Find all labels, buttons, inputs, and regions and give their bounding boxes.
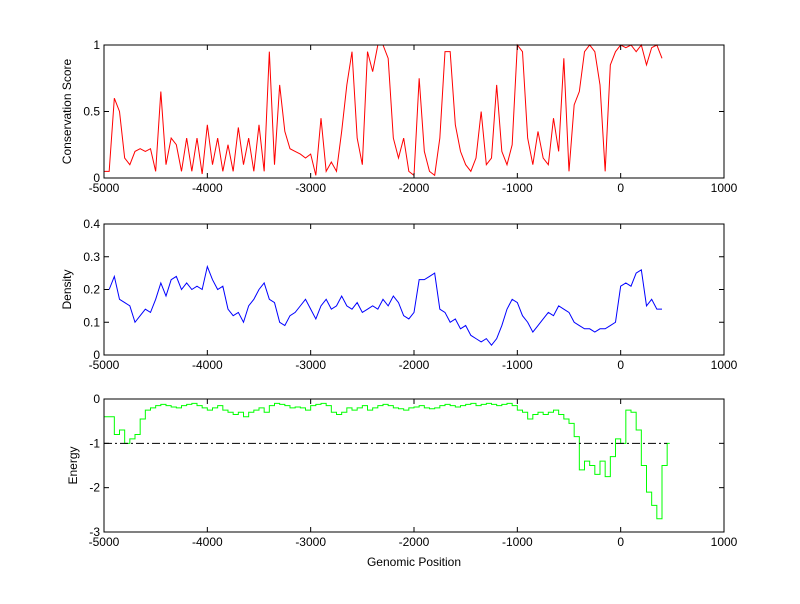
data-series-line	[108, 264, 662, 346]
x-tick-label: -4000	[192, 358, 223, 372]
plot-area	[104, 45, 724, 178]
x-tick-label: -3000	[295, 181, 326, 195]
y-tick-label: -1	[89, 436, 100, 450]
y-tick-label: 0.1	[83, 315, 100, 329]
y-tick-label: -2	[89, 481, 100, 495]
y-tick-label: 0.4	[83, 217, 100, 231]
x-tick-label: -2000	[399, 181, 430, 195]
x-tick-label: -3000	[295, 535, 326, 549]
x-tick-label: -5000	[89, 358, 120, 372]
x-tick-label: 1000	[711, 535, 738, 549]
y-tick-label: 0	[93, 348, 100, 362]
y-tick-label: 0	[93, 171, 100, 185]
energy-axes: -5000 -4000 -3000 -2000 -1000 0 1000 -3 -2 -1 0 Ene…	[66, 392, 738, 569]
y-tick-label: 0	[93, 392, 100, 406]
y-tick-label: 1	[93, 38, 100, 52]
x-tick-label: -4000	[192, 535, 223, 549]
x-tick-label: 0	[617, 535, 624, 549]
y-tick-label: 0.3	[83, 250, 100, 264]
y-axis-label: Conservation Score	[60, 58, 74, 164]
x-axis-label: Genomic Position	[367, 555, 461, 569]
conservation-axes: -5000 -4000 -3000 -2000 -1000 0 1000 0 0.5 1 Conse…	[60, 38, 738, 195]
y-tick-label: 0.2	[83, 283, 100, 297]
x-tick-label: -4000	[192, 181, 223, 195]
plot-area	[104, 224, 724, 355]
y-axis-label: Density	[60, 269, 74, 309]
x-tick-label: -1000	[502, 535, 533, 549]
x-tick-label: -5000	[89, 535, 120, 549]
y-tick-label: 0.5	[83, 105, 100, 119]
x-tick-label: -3000	[295, 358, 326, 372]
x-tick-label: -1000	[502, 181, 533, 195]
data-series-line	[104, 402, 670, 520]
x-tick-label: 1000	[711, 181, 738, 195]
y-axis-label: Energy	[66, 446, 80, 484]
x-tick-label: -1000	[502, 358, 533, 372]
y-tick-label: -3	[89, 525, 100, 539]
plot-area	[104, 399, 724, 532]
x-tick-label: -2000	[399, 535, 430, 549]
x-tick-label: 1000	[711, 358, 738, 372]
x-tick-label: -2000	[399, 358, 430, 372]
x-tick-label: -5000	[89, 181, 120, 195]
x-tick-label: 0	[617, 181, 624, 195]
density-axes: -5000 -4000 -3000 -2000 -1000 0 1000 0 0.1 0.2 0.3…	[60, 217, 738, 372]
x-tick-label: 0	[617, 358, 624, 372]
